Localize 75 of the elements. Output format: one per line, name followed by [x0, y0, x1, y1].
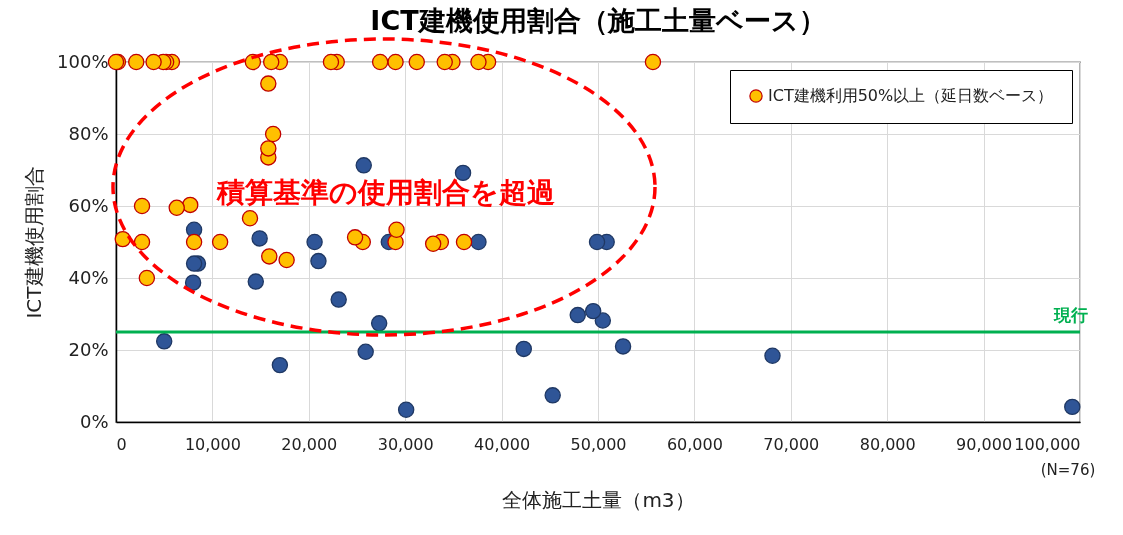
- point: [260, 75, 277, 92]
- point: [185, 255, 203, 272]
- point: [1064, 398, 1081, 416]
- x-tick-label: 80,000: [859, 434, 916, 454]
- point: [278, 251, 295, 269]
- point: [261, 248, 278, 265]
- x-tick-label: 40,000: [474, 434, 531, 454]
- x-tick-label: 10,000: [184, 434, 241, 454]
- x-tick-label: 70,000: [763, 434, 820, 454]
- point: [544, 387, 561, 404]
- point: [355, 157, 372, 174]
- ref-line-label: 現行: [1053, 305, 1088, 325]
- point: [322, 53, 340, 71]
- point: [133, 233, 151, 251]
- point: [211, 233, 229, 251]
- y-axis-title: ICT建機使用割合: [22, 166, 47, 319]
- y-tick-label: 40%: [68, 266, 109, 288]
- annotation: 積算基準の使用割合を超過: [216, 176, 555, 209]
- point: [424, 235, 442, 253]
- point: [644, 53, 662, 71]
- y-tick-label: 80%: [68, 122, 109, 144]
- y-tick-label: 100%: [57, 50, 109, 72]
- point: [262, 53, 280, 71]
- x-tick-label: 60,000: [666, 434, 723, 454]
- point: [588, 233, 606, 251]
- point: [357, 343, 374, 361]
- point: [397, 401, 415, 418]
- chart-title: ICT建機使用割合（施工土量ベース）: [370, 4, 826, 36]
- point: [133, 197, 151, 215]
- y-tick-label: 0%: [79, 410, 109, 432]
- point: [455, 233, 473, 251]
- point: [310, 252, 327, 270]
- x-tick-label: 30,000: [377, 434, 434, 454]
- point: [346, 229, 364, 246]
- x-tick-label: 90,000: [956, 434, 1013, 454]
- point: [584, 302, 602, 320]
- point: [181, 196, 199, 214]
- x-tick-label: 20,000: [281, 434, 338, 454]
- x-tick-label: 0: [116, 434, 127, 454]
- point: [185, 233, 203, 251]
- point: [387, 53, 404, 71]
- point: [168, 199, 185, 217]
- point: [764, 347, 781, 364]
- point: [251, 230, 268, 247]
- point: [128, 53, 145, 71]
- point: [247, 273, 265, 290]
- point: [408, 53, 425, 71]
- x-tick-label: 100,000: [1014, 434, 1081, 454]
- point: [271, 356, 289, 374]
- point: [241, 210, 259, 227]
- point: [260, 140, 277, 157]
- point: [370, 315, 388, 332]
- point: [388, 221, 405, 238]
- y-tick-label: 60%: [68, 194, 109, 216]
- point: [470, 53, 487, 71]
- point: [470, 233, 487, 251]
- point: [594, 312, 612, 329]
- x-axis-title: 全体施工土量（m3）: [502, 487, 695, 512]
- point: [330, 291, 347, 308]
- point: [515, 340, 533, 358]
- point: [569, 306, 586, 324]
- point: [184, 274, 202, 291]
- point: [371, 53, 389, 71]
- point: [306, 233, 323, 251]
- point: [114, 230, 131, 248]
- x-tick-label: 50,000: [570, 434, 627, 454]
- point: [155, 333, 173, 350]
- point: [145, 53, 162, 71]
- point: [614, 338, 632, 355]
- point: [264, 125, 282, 143]
- text: (N=76): [1040, 461, 1096, 479]
- y-tick-label: 20%: [68, 338, 109, 360]
- legend-label: ICT建機利用50%以上（延日数ベース）: [768, 86, 1054, 105]
- point: [138, 269, 156, 287]
- point: [436, 53, 453, 71]
